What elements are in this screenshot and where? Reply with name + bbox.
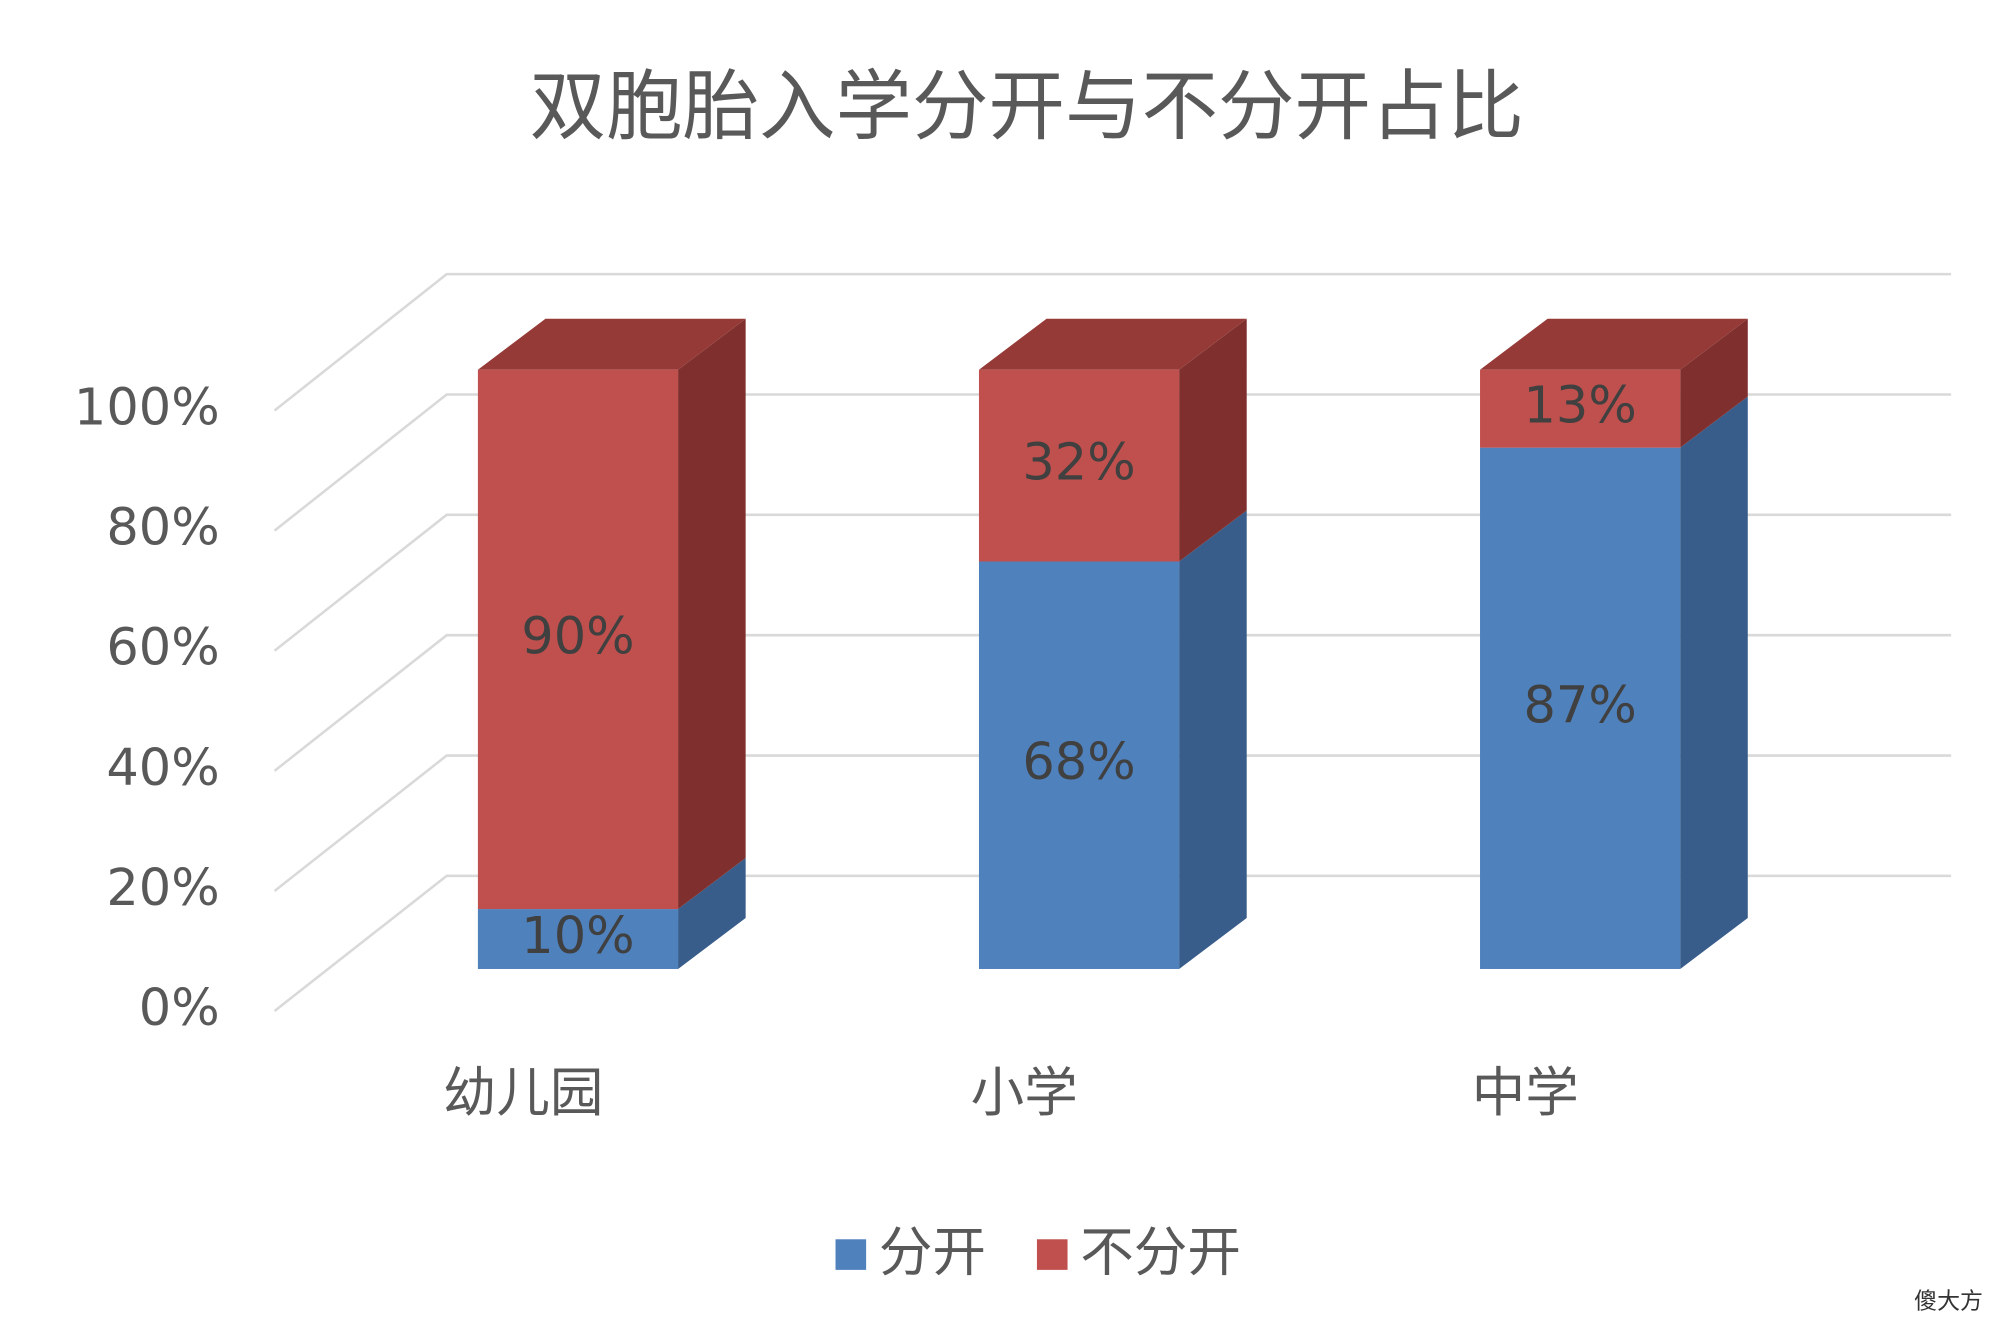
bar [477, 369, 679, 910]
value-label: 13% [1523, 377, 1636, 436]
x-tick-label: 幼儿园 [443, 1061, 604, 1124]
x-tick-label: 小学 [971, 1061, 1078, 1124]
y-tick-label: 60% [106, 619, 219, 678]
y-tick-label: 100% [74, 379, 220, 438]
bar-top [477, 318, 746, 370]
value-label: 68% [1022, 733, 1135, 792]
bar-top [978, 318, 1247, 370]
bar-side [1179, 318, 1247, 562]
grid-line [273, 513, 1952, 652]
watermark: 傻大方 [1914, 1288, 1983, 1314]
y-tick-label: 20% [106, 859, 219, 918]
bar [978, 561, 1180, 969]
value-label: 87% [1523, 676, 1636, 735]
y-tick-label: 80% [106, 499, 219, 558]
x-tick-label: 中学 [1472, 1061, 1579, 1124]
grid-line [273, 754, 1952, 892]
bar-side [1680, 318, 1748, 448]
grid-line [273, 272, 1952, 412]
bar-side [678, 318, 746, 910]
legend-swatch [835, 1239, 867, 1270]
bar-side [678, 858, 746, 969]
bar [477, 909, 679, 969]
y-tick-label: 40% [106, 739, 219, 798]
bar-side [1680, 396, 1748, 969]
bar-top [1480, 318, 1748, 370]
bar [1480, 447, 1681, 969]
chart-title: 双胞胎入学分开与不分开占比 [530, 63, 1524, 152]
grid-line [273, 633, 1952, 772]
bar [1480, 369, 1681, 448]
y-tick-label: 0% [139, 979, 220, 1038]
value-label: 90% [521, 607, 634, 666]
bar [978, 369, 1180, 562]
bar-side [1179, 510, 1247, 969]
value-label: 10% [521, 907, 634, 966]
legend-label: 不分开 [1080, 1220, 1241, 1283]
value-label: 32% [1022, 434, 1135, 493]
legend-swatch [1036, 1239, 1068, 1270]
grid-line [273, 874, 1952, 1013]
legend-label: 分开 [879, 1220, 986, 1283]
grid-line [273, 393, 1952, 532]
